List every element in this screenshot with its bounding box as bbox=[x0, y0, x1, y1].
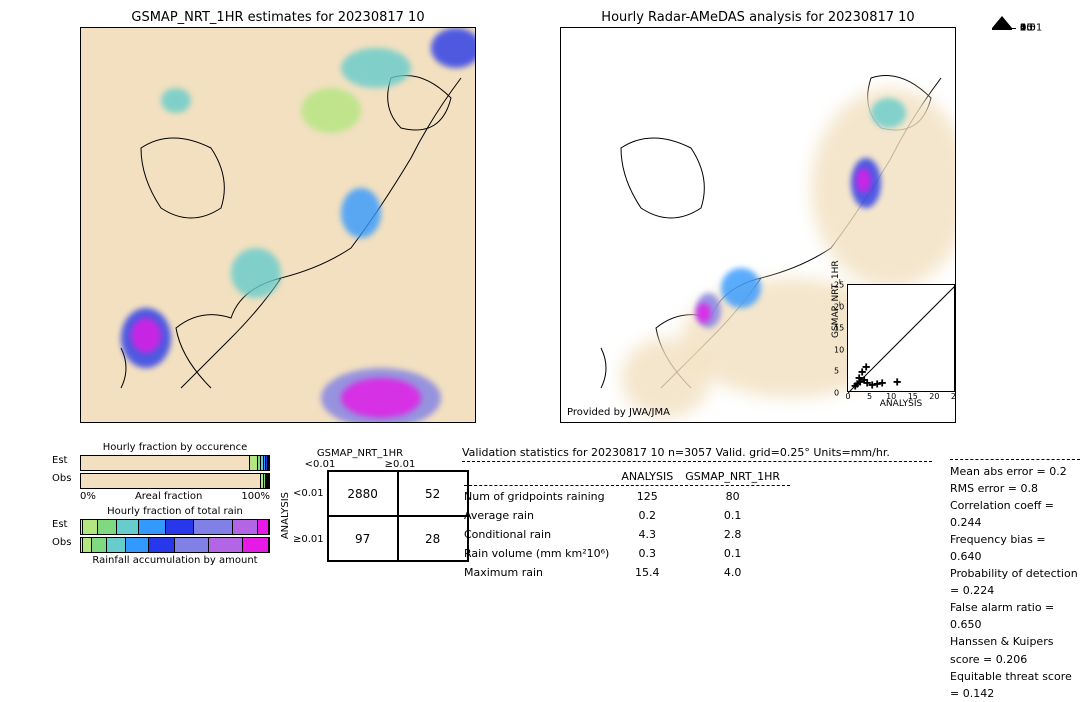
occ-x-left: 0% bbox=[80, 491, 96, 502]
xtick-label: 140°E bbox=[330, 422, 360, 423]
xtick-label: 130°E bbox=[678, 422, 708, 423]
colorbar-arrow-up-icon bbox=[992, 16, 1012, 28]
ytick-label: 40°N bbox=[560, 155, 561, 166]
ytick-label: 30°N bbox=[80, 301, 81, 312]
scatter-inset-svg: +++ +++ +++ +++ bbox=[848, 285, 956, 393]
xtick-label: 135°E bbox=[744, 422, 774, 423]
table-row: Average rain0.20.1 bbox=[464, 507, 790, 524]
stacked-bar bbox=[80, 537, 270, 553]
ct-cell-11: 28 bbox=[398, 516, 468, 561]
colorbar-tick-label: 0 bbox=[1020, 23, 1026, 34]
ytick-label: 25°N bbox=[80, 375, 81, 386]
ct-cell-00: 2880 bbox=[328, 471, 398, 516]
score-item: False alarm ratio = 0.650 bbox=[950, 599, 1080, 633]
totalrain-footer: Rainfall accumulation by amount bbox=[80, 555, 270, 566]
ct-row1: ≥0.01 bbox=[293, 534, 324, 545]
ytick-label: 30°N bbox=[560, 301, 561, 312]
xtick-label: 125°E bbox=[612, 422, 642, 423]
ytick-label: 25°N bbox=[560, 375, 561, 386]
table-row: Maximum rain15.44.0 bbox=[464, 564, 790, 581]
xtick-label: 135°E bbox=[264, 422, 294, 423]
xtick-label: 140°E bbox=[810, 422, 840, 423]
score-item: Mean abs error = 0.2 bbox=[950, 463, 1080, 480]
ct-cell-01: 52 bbox=[398, 471, 468, 516]
score-item: Correlation coeff = 0.244 bbox=[950, 497, 1080, 531]
xtick-label: 130°E bbox=[198, 422, 228, 423]
ct-row-title: ANALYSIS bbox=[280, 492, 291, 539]
ytick-label: 35°N bbox=[80, 228, 81, 239]
stacked-bar bbox=[80, 473, 270, 489]
map-left-frame: 25°N 30°N 35°N 40°N 45°N 125°E 130°E 135°E 140°… bbox=[80, 27, 476, 423]
table-row: Conditional rain4.32.8 bbox=[464, 526, 790, 543]
ytick-label: 45°N bbox=[560, 81, 561, 92]
stacked-bar bbox=[80, 519, 270, 535]
ytick-label: 45°N bbox=[80, 81, 81, 92]
ct-col0: <0.01 bbox=[280, 459, 360, 470]
occurrence-title: Hourly fraction by occurence bbox=[80, 442, 270, 453]
map-left: GSMAP_NRT_1HR estimates for 20230817 10 … bbox=[80, 10, 476, 423]
svg-text:+: + bbox=[862, 362, 870, 373]
validation-title: Validation statistics for 20230817 10 n=… bbox=[462, 446, 932, 459]
table-row: Rain volume (mm km²10⁶)0.30.1 bbox=[464, 545, 790, 562]
bar-row-label: Obs bbox=[52, 537, 71, 548]
scores-list: Mean abs error = 0.2RMS error = 0.8Corre… bbox=[950, 459, 1080, 702]
map-right-frame: Provided by JWA/JMA +++ +++ +++ +++ ANAL… bbox=[560, 27, 956, 423]
map-right: Hourly Radar-AMeDAS analysis for 2023081… bbox=[560, 10, 956, 423]
ytick-label: 35°N bbox=[560, 228, 561, 239]
score-item: Frequency bias = 0.640 bbox=[950, 531, 1080, 565]
score-item: Probability of detection = 0.224 bbox=[950, 565, 1080, 599]
ct-col1: ≥0.01 bbox=[360, 459, 440, 470]
score-item: Hanssen & Kuipers score = 0.206 bbox=[950, 633, 1080, 667]
map-right-attribution: Provided by JWA/JMA bbox=[567, 407, 670, 418]
contingency-table: GSMAP_NRT_1HR <0.01 ≥0.01 ANALYSIS <0.01… bbox=[280, 448, 469, 562]
svg-text:+: + bbox=[878, 378, 886, 389]
bar-row-label: Obs bbox=[52, 473, 71, 484]
scatter-inset: +++ +++ +++ +++ ANALYSIS GSMAP_NRT_1HR 0… bbox=[847, 284, 955, 392]
occ-x-right: 100% bbox=[241, 491, 270, 502]
hourly-fraction-panel: Hourly fraction by occurence EstObs 0% A… bbox=[80, 442, 270, 566]
svg-text:+: + bbox=[893, 377, 901, 388]
ct-cell-10: 97 bbox=[328, 516, 398, 561]
xtick-label: 145°E bbox=[396, 422, 426, 423]
validation-stats: Validation statistics for 20230817 10 n=… bbox=[462, 446, 932, 583]
score-item: Equitable threat score = 0.142 bbox=[950, 668, 1080, 702]
ct-row0: <0.01 bbox=[293, 488, 324, 499]
bar-row-label: Est bbox=[52, 455, 67, 466]
map-left-title: GSMAP_NRT_1HR estimates for 20230817 10 bbox=[80, 10, 476, 25]
ytick-label: 40°N bbox=[80, 155, 81, 166]
score-item: RMS error = 0.8 bbox=[950, 480, 1080, 497]
occ-x-center: Areal fraction bbox=[135, 491, 202, 502]
bar-row-label: Est bbox=[52, 519, 67, 530]
stacked-bar bbox=[80, 455, 270, 471]
xtick-label: 125°E bbox=[132, 422, 162, 423]
validation-table: ANALYSISGSMAP_NRT_1HR Num of gridpoints … bbox=[462, 466, 792, 583]
map-right-title: Hourly Radar-AMeDAS analysis for 2023081… bbox=[560, 10, 956, 25]
table-row: Num of gridpoints raining12580 bbox=[464, 488, 790, 505]
totalrain-title: Hourly fraction of total rain bbox=[80, 506, 270, 517]
xtick-label: 145°E bbox=[876, 422, 906, 423]
ct-col-title: GSMAP_NRT_1HR bbox=[280, 448, 440, 459]
